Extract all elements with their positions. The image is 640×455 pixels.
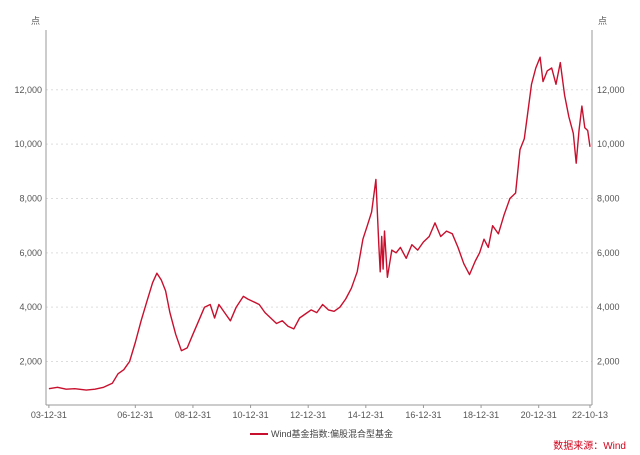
y-tick-label-left: 2,000 xyxy=(19,357,42,367)
x-ticks: 03-12-31 06-12-31 08-12-31 10-12-31 12-12-31… xyxy=(31,405,608,420)
y-tick-label-right: 6,000 xyxy=(597,248,620,258)
y-tick-label-right: 12,000 xyxy=(597,85,625,95)
legend: Wind基金指数:偏股混合型基金 xyxy=(250,428,393,439)
y-tick-label-right: 10,000 xyxy=(597,139,625,149)
y-tick-label-right: 2,000 xyxy=(597,357,620,367)
grid-lines xyxy=(46,89,592,363)
y-tick-label-left: 10,000 xyxy=(14,139,42,149)
y-ticks-left: 2,000 4,000 6,000 8,000 10,000 12,000 xyxy=(14,85,42,367)
x-tick-label: 03-12-31 xyxy=(31,410,67,420)
y-tick-label-left: 8,000 xyxy=(19,193,42,203)
y-tick-label-right: 4,000 xyxy=(597,302,620,312)
y-ticks-right: 2,000 4,000 6,000 8,000 10,000 12,000 xyxy=(597,85,625,367)
x-tick-label: 16-12-31 xyxy=(405,410,441,420)
x-tick-label: 10-12-31 xyxy=(233,410,269,420)
left-axis-unit: 点 xyxy=(31,16,40,26)
y-tick-label-left: 4,000 xyxy=(19,302,42,312)
x-tick-label: 20-12-31 xyxy=(521,410,557,420)
legend-label: Wind基金指数:偏股混合型基金 xyxy=(271,428,393,439)
x-tick-label: 08-12-31 xyxy=(175,410,211,420)
source-note: 数据来源：Wind xyxy=(553,441,626,452)
x-tick-label: 18-12-31 xyxy=(463,410,499,420)
x-tick-label: 12-12-31 xyxy=(290,410,326,420)
x-tick-label: 14-12-31 xyxy=(348,410,384,420)
series-line xyxy=(48,56,591,391)
x-tick-label: 06-12-31 xyxy=(117,410,153,420)
y-tick-label-left: 6,000 xyxy=(19,248,42,258)
right-axis-unit: 点 xyxy=(598,16,607,26)
y-tick-label-right: 8,000 xyxy=(597,193,620,203)
y-tick-label-left: 12,000 xyxy=(14,85,42,95)
series-group xyxy=(48,56,591,391)
x-tick-label: 22-10-13 xyxy=(572,410,608,420)
